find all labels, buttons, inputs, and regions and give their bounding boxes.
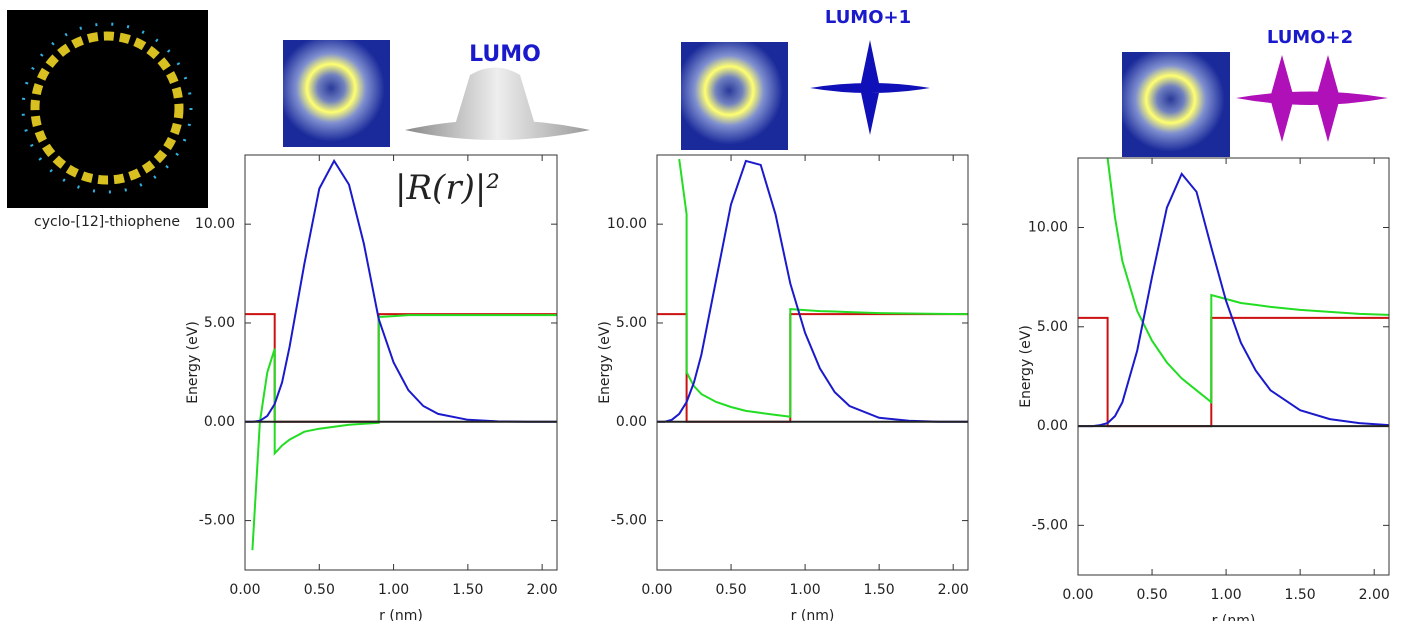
x-tick-label: 0.00: [229, 582, 260, 598]
orbital-label: LUMO+1: [825, 7, 911, 28]
plot-area: [1078, 158, 1389, 428]
y-tick-label: -5.00: [199, 513, 235, 529]
y-tick-label: -5.00: [611, 513, 647, 529]
orbital-images: [283, 40, 1388, 157]
y-tick-label: 0.00: [1037, 418, 1068, 434]
x-tick-label: 1.00: [1211, 587, 1242, 603]
y-tick-label: 5.00: [616, 315, 647, 331]
x-axis-label: r (nm): [379, 608, 423, 621]
plot-frame: [656, 154, 969, 571]
plot-area: [657, 158, 968, 423]
series-line: [657, 313, 968, 423]
x-tick-label: 0.00: [1062, 587, 1093, 603]
y-axis-label: Energy (eV): [185, 321, 201, 404]
y-tick-label: 0.00: [204, 414, 235, 430]
y-tick-label: 10.00: [1028, 220, 1068, 236]
x-tick-label: 1.50: [452, 582, 483, 598]
annotation: |R(r)|²: [395, 168, 500, 208]
x-tick-label: 1.50: [864, 582, 895, 598]
orbital-label: LUMO+2: [1267, 27, 1353, 48]
orbital-label: LUMO: [469, 42, 541, 67]
y-tick-label: 10.00: [607, 216, 647, 232]
x-tick-label: 2.00: [938, 582, 969, 598]
series-line: [1106, 158, 1389, 405]
x-axis-label: r (nm): [1212, 613, 1256, 621]
y-tick-label: 0.00: [616, 414, 647, 430]
series-line: [678, 158, 968, 418]
series-line: [1078, 316, 1389, 428]
series-line: [1078, 172, 1389, 428]
x-tick-label: 0.50: [715, 582, 746, 598]
y-axis-label: Energy (eV): [597, 321, 613, 404]
x-tick-label: 2.00: [1359, 587, 1390, 603]
plot-area: [245, 158, 557, 551]
caption: cyclo-[12]-thiophene: [34, 214, 180, 230]
series-line: [657, 159, 968, 423]
y-tick-label: 10.00: [195, 216, 235, 232]
y-tick-label: 5.00: [1037, 319, 1068, 335]
x-tick-label: 1.00: [790, 582, 821, 598]
molecule-image: [7, 10, 208, 208]
x-tick-label: 0.00: [641, 582, 672, 598]
plot-frame: [244, 154, 558, 571]
y-tick-label: -5.00: [1032, 517, 1068, 533]
y-tick-label: 5.00: [204, 315, 235, 331]
x-axis-label: r (nm): [791, 608, 835, 621]
x-tick-label: 0.50: [1136, 587, 1167, 603]
y-axis-label: Energy (eV): [1018, 325, 1034, 408]
x-tick-label: 1.50: [1285, 587, 1316, 603]
x-tick-label: 1.00: [378, 582, 409, 598]
series-line: [245, 158, 557, 423]
x-tick-label: 0.50: [304, 582, 335, 598]
plot-frame: [1077, 157, 1390, 576]
series-line: [251, 314, 557, 551]
x-tick-label: 2.00: [527, 582, 558, 598]
